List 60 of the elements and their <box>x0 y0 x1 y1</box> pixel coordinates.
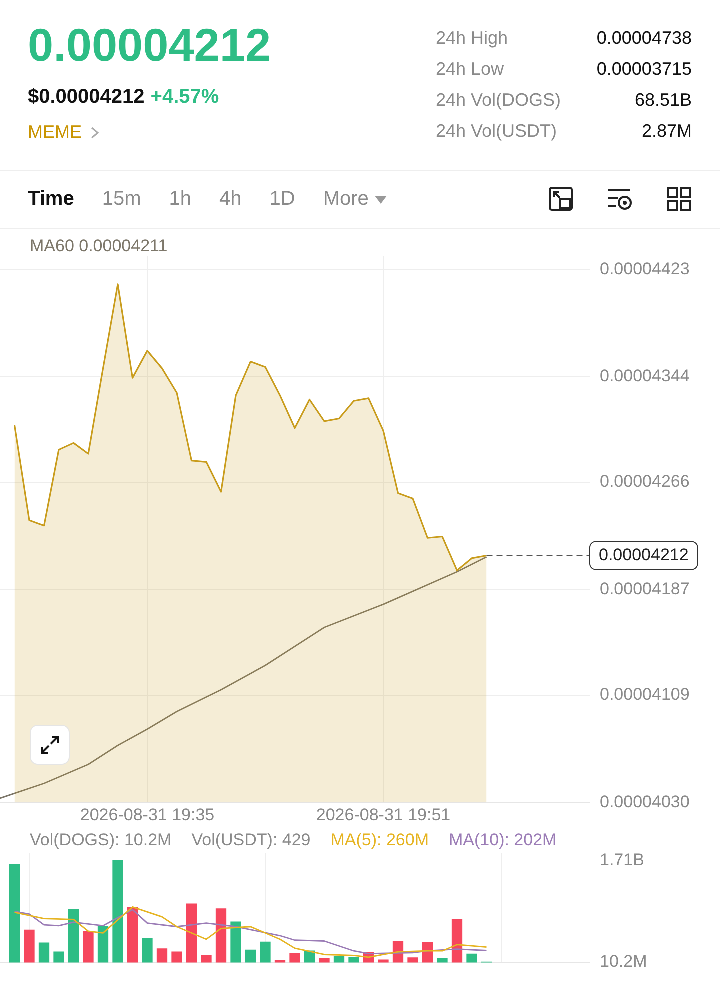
text: 0.00003715 <box>596 59 692 81</box>
bar <box>142 938 153 963</box>
text: 24h Low <box>436 59 504 81</box>
bar <box>127 907 138 963</box>
text: 15m <box>102 188 142 211</box>
bar <box>24 930 35 963</box>
x-tick-label: 2026-08-31 19:35 <box>80 805 215 824</box>
ref-line-label: 0.00004212 <box>599 545 689 564</box>
text: Time <box>28 188 74 211</box>
text: Vol(DOGS): 10.2M <box>30 830 172 850</box>
y-tick-label: 0.00004344 <box>600 366 690 386</box>
text: 24h Vol(DOGS) <box>436 90 562 112</box>
y-tick-label: 0.00004423 <box>600 259 690 278</box>
bar <box>172 952 182 963</box>
bar <box>452 918 463 963</box>
x-tick-label: 2026-08-31 19:51 <box>316 805 451 824</box>
bar <box>348 957 360 963</box>
y-tick-label: 0.00004187 <box>600 579 690 598</box>
y-tick-label: 0.00004109 <box>600 685 690 704</box>
bar <box>98 926 109 963</box>
bar <box>186 904 198 963</box>
bar <box>408 958 418 963</box>
bar <box>466 954 478 963</box>
text: 0.00004738 <box>596 28 692 50</box>
y-tick-label: 10.2M <box>600 952 648 971</box>
text: MA(5): 260M <box>330 830 429 850</box>
bar <box>68 910 80 963</box>
bar <box>201 955 212 963</box>
text: 2.87M <box>642 121 692 143</box>
text: 1D <box>270 188 296 211</box>
bar <box>38 942 50 963</box>
text: Vol(USDT): 429 <box>192 830 311 850</box>
bar <box>260 942 271 963</box>
bar <box>216 908 227 963</box>
text: 68.51B <box>634 90 692 112</box>
text: MA(10): 202M <box>449 830 557 850</box>
bar <box>9 864 20 963</box>
bar <box>230 922 242 963</box>
bar <box>422 942 434 963</box>
bar <box>83 932 94 963</box>
text: More <box>323 188 370 211</box>
bar <box>54 952 64 963</box>
text: 0.00004212 <box>28 18 272 72</box>
text: MA60 0.00004211 <box>30 236 168 256</box>
text: 24h Vol(USDT) <box>436 121 558 143</box>
bar <box>437 958 448 963</box>
bar <box>156 948 168 963</box>
text: $0.00004212 +4.57% <box>28 86 220 108</box>
bar <box>112 860 124 963</box>
bar <box>319 958 330 963</box>
y-tick-label: 0.00004266 <box>600 472 690 492</box>
text: 1h <box>169 188 192 211</box>
text: 4h <box>219 188 242 211</box>
bar <box>245 950 256 963</box>
text: MEME <box>28 122 82 143</box>
bar <box>290 953 300 963</box>
text: 24h High <box>436 28 508 50</box>
y-tick-label: 1.71B <box>600 850 644 870</box>
y-tick-label: 0.00004030 <box>600 792 690 812</box>
bar <box>334 956 345 963</box>
